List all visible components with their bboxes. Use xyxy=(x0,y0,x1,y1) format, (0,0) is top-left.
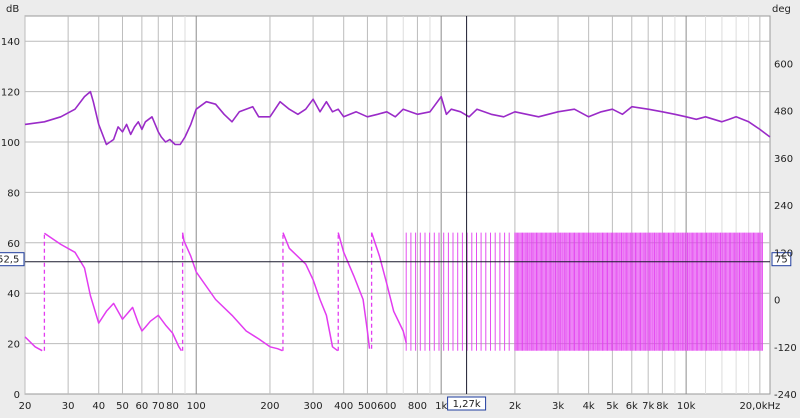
x-tick-label: 20,0kHz xyxy=(739,401,780,412)
y-right-tick-label: -120 xyxy=(774,343,797,354)
y-left-tick-label: 40 xyxy=(7,289,20,300)
x-tick-label: 70 xyxy=(152,401,165,412)
x-tick-label: 600 xyxy=(377,401,396,412)
x-tick-label: 5k xyxy=(606,401,618,412)
x-tick-label: 20 xyxy=(19,401,32,412)
y-left-tick-label: 120 xyxy=(1,88,20,99)
y-right-tick-label: 0 xyxy=(774,296,780,307)
y-left-tick-label: 60 xyxy=(7,239,20,250)
y-left-axis-title: dB xyxy=(6,4,19,15)
cursor-y-right-label: 75 xyxy=(775,255,788,266)
phase-curve xyxy=(24,232,407,352)
x-tick-label: 800 xyxy=(408,401,427,412)
cursor-x-label-box xyxy=(447,396,487,411)
y-right-tick-label: 480 xyxy=(774,107,793,118)
cursor-x-label: 1,27k xyxy=(453,399,481,410)
x-tick-label: 40 xyxy=(92,401,105,412)
y-right-tick-label: 360 xyxy=(774,154,793,165)
cursor-y-right-label-box xyxy=(771,252,792,267)
x-tick-label: 30 xyxy=(62,401,75,412)
cursor-y-left-label: 52,5 xyxy=(0,255,19,266)
x-tick-label: 60 xyxy=(136,401,149,412)
y-right-axis-title: deg xyxy=(772,4,791,15)
x-tick-label: 10k xyxy=(677,401,696,412)
x-tick-label: 80 xyxy=(166,401,179,412)
x-tick-label: 4k xyxy=(583,401,595,412)
x-tick-label: 7k xyxy=(642,401,654,412)
y-left-tick-label: 80 xyxy=(7,188,20,199)
y-right-tick-label: 120 xyxy=(774,248,793,259)
x-tick-label: 500 xyxy=(358,401,377,412)
y-left-tick-label: 0 xyxy=(14,390,20,401)
x-tick-label: 8k xyxy=(656,401,668,412)
x-tick-label: 300 xyxy=(304,401,323,412)
x-tick-label: 100 xyxy=(187,401,206,412)
series-group xyxy=(24,90,771,352)
x-tick-label: 1k xyxy=(435,401,447,412)
cursor-crosshair[interactable]: 1,27k 52,5 75 xyxy=(0,16,792,411)
cursor-y-left-label-box xyxy=(0,252,25,267)
x-tick-label: 200 xyxy=(260,401,279,412)
axes: 20 30 40 50 60 70 80 100 200 300 400 500 600 800 1k 2k 3… xyxy=(1,37,797,412)
x-tick-label: 2k xyxy=(509,401,521,412)
y-left-tick-label: 100 xyxy=(1,138,20,149)
y-left-tick-label: 140 xyxy=(1,37,20,48)
magnitude-curve xyxy=(24,90,771,146)
y-right-tick-label: -240 xyxy=(774,390,797,401)
x-tick-label: 6k xyxy=(626,401,638,412)
y-right-tick-label: 240 xyxy=(774,201,793,212)
y-left-tick-label: 20 xyxy=(7,340,20,351)
x-tick-label: 3k xyxy=(552,401,564,412)
y-right-tick-label: 600 xyxy=(774,59,793,70)
x-tick-label: 400 xyxy=(334,401,353,412)
phase-wrap-region xyxy=(405,232,763,351)
x-tick-label: 50 xyxy=(116,401,129,412)
